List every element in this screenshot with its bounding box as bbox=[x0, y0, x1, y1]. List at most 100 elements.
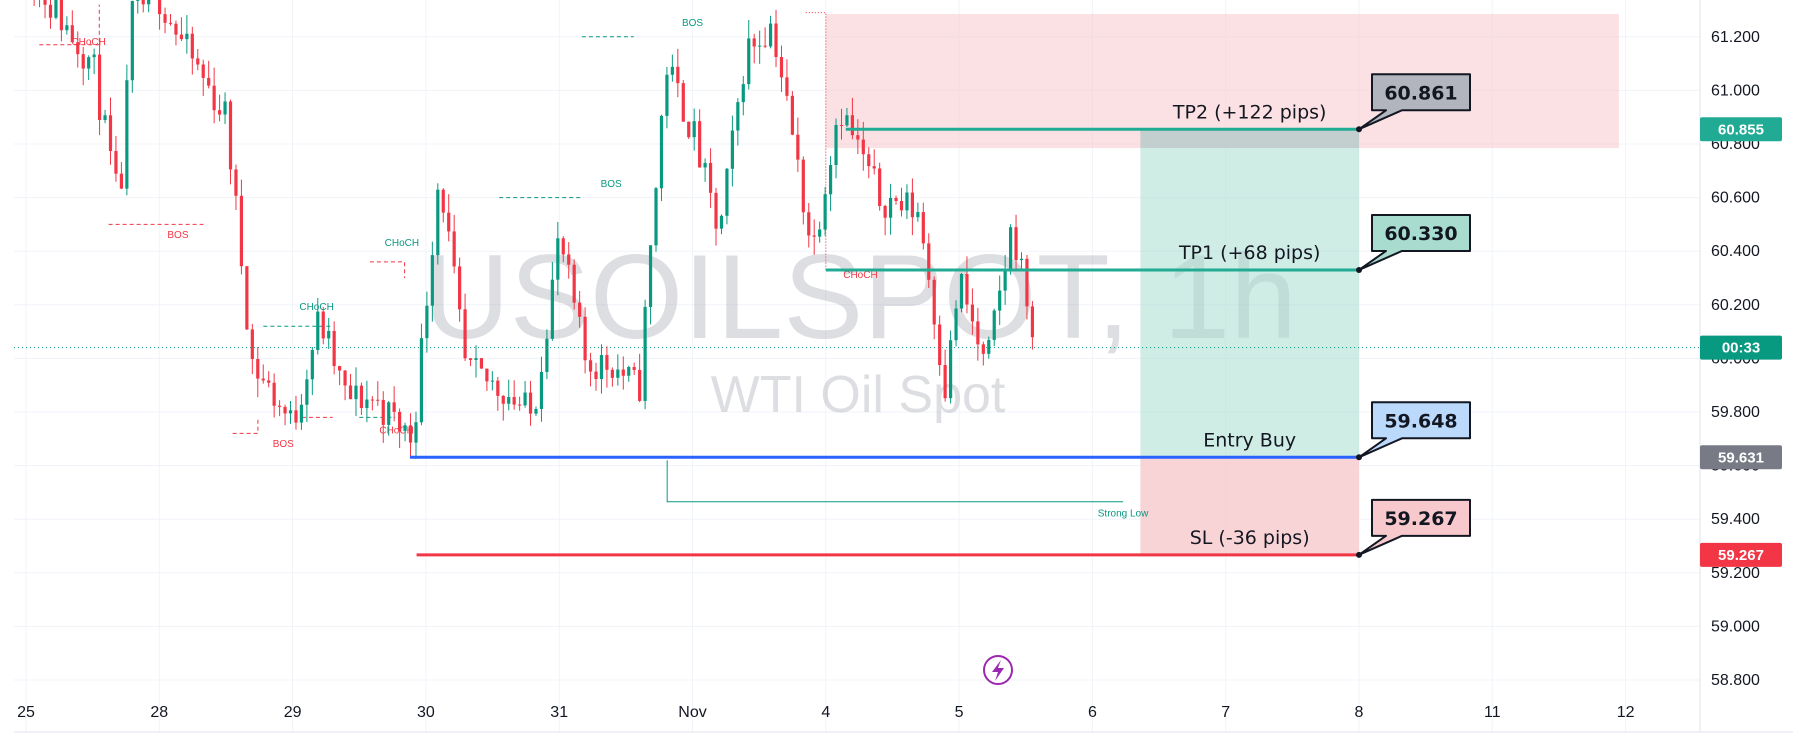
candle-body bbox=[981, 344, 985, 354]
strong-low-line bbox=[666, 460, 1124, 503]
candle-body bbox=[408, 425, 413, 443]
candle-body bbox=[387, 402, 391, 425]
candle-body bbox=[103, 115, 107, 120]
candle-body bbox=[447, 212, 451, 232]
time-axis[interactable]: 25 28 29 30 31 Nov 4 5 6 7 8 11 12 bbox=[14, 704, 1793, 733]
candle-body bbox=[474, 358, 478, 360]
candle-body bbox=[141, 0, 145, 5]
candle-body bbox=[992, 310, 996, 340]
price-tag bbox=[1700, 542, 1782, 567]
structure-line bbox=[232, 417, 259, 434]
candle-body bbox=[867, 154, 871, 167]
candle-body bbox=[512, 397, 516, 405]
entry-label: Entry Buy bbox=[1203, 429, 1296, 451]
candle-body bbox=[736, 102, 740, 131]
price-tick-label: 60.400 bbox=[1711, 243, 1760, 260]
position-zones bbox=[14, 14, 1700, 555]
candle-body bbox=[398, 411, 402, 431]
candle-body bbox=[916, 212, 920, 218]
candle-body bbox=[179, 34, 184, 40]
candle-body bbox=[174, 23, 178, 35]
lightning-icon[interactable] bbox=[992, 660, 1004, 681]
time-tick-label: 30 bbox=[417, 704, 435, 721]
candle-body bbox=[48, 4, 53, 18]
candle-body bbox=[528, 392, 533, 414]
candle-body bbox=[245, 266, 249, 330]
price-tag bbox=[1700, 117, 1782, 142]
candle-body bbox=[523, 392, 527, 406]
trade-levels[interactable]: TP2 (+122 pips) 60.861 TP1 (+68 pips) 60.33… bbox=[409, 73, 1471, 558]
candle-body bbox=[87, 57, 91, 69]
candle-body bbox=[954, 308, 958, 341]
candle-body bbox=[856, 135, 860, 140]
candle-body bbox=[212, 85, 216, 111]
price-tick-label: 59.800 bbox=[1711, 404, 1760, 421]
candle-body bbox=[370, 399, 374, 401]
price-tag bbox=[1700, 335, 1782, 360]
candle-body bbox=[818, 229, 822, 237]
candle-body bbox=[441, 189, 445, 213]
candle-body bbox=[583, 316, 587, 361]
candle-body bbox=[305, 379, 309, 405]
tp2-callout[interactable] bbox=[1358, 73, 1471, 131]
candle-body bbox=[730, 130, 734, 169]
tp1-callout[interactable] bbox=[1358, 213, 1471, 271]
candle-body bbox=[332, 330, 336, 367]
candle-body bbox=[768, 23, 773, 47]
candle-body bbox=[348, 385, 353, 400]
candle-body bbox=[425, 305, 429, 339]
loss-zone bbox=[1140, 457, 1359, 555]
candle-body bbox=[54, 0, 58, 18]
candle-body bbox=[714, 192, 718, 229]
candle-body bbox=[338, 366, 342, 371]
candle-body bbox=[790, 95, 794, 135]
candle-body bbox=[719, 215, 724, 229]
candle-body bbox=[905, 192, 909, 211]
profit-zone bbox=[1140, 129, 1359, 458]
candle-body bbox=[168, 22, 173, 24]
candle-body bbox=[256, 358, 260, 379]
price-axis[interactable]: 58.80059.00059.20059.40059.60059.80060.0… bbox=[1699, 0, 1760, 732]
lightning-icon[interactable] bbox=[983, 655, 1013, 685]
time-tick-label: 8 bbox=[1355, 704, 1364, 721]
candle-body bbox=[1014, 227, 1018, 261]
tp2-label: TP2 (+122 pips) bbox=[1172, 101, 1327, 123]
candle-body bbox=[539, 371, 544, 409]
candle-body bbox=[310, 350, 314, 380]
price-tick-label: 59.400 bbox=[1711, 511, 1760, 528]
candle-body bbox=[321, 311, 325, 339]
candle-body bbox=[976, 321, 980, 345]
candle-body bbox=[828, 165, 833, 195]
candle-body bbox=[114, 151, 118, 174]
candle-body bbox=[294, 410, 298, 423]
tp2-callout-price: 60.861 bbox=[1384, 82, 1457, 104]
candle-body bbox=[490, 380, 494, 382]
candle-body bbox=[927, 243, 931, 280]
time-tick-label: 6 bbox=[1088, 704, 1097, 721]
candle-body bbox=[496, 380, 500, 396]
sl-callout-price: 59.267 bbox=[1384, 508, 1457, 530]
time-tick-label: 28 bbox=[150, 704, 168, 721]
smc-label: CHoCH bbox=[71, 37, 105, 48]
candle-body bbox=[747, 38, 751, 85]
candle-body bbox=[621, 369, 625, 376]
candle-body bbox=[959, 273, 964, 309]
candle-body bbox=[845, 115, 849, 126]
candle-body bbox=[665, 74, 669, 116]
price-tick-label: 59.000 bbox=[1711, 618, 1760, 635]
time-tick-label: 5 bbox=[955, 704, 964, 721]
price-tick-label: 59.200 bbox=[1711, 565, 1760, 582]
entry-callout[interactable] bbox=[1358, 401, 1471, 459]
sl-callout[interactable] bbox=[1358, 498, 1471, 556]
candle-body bbox=[507, 397, 511, 404]
candle-body bbox=[872, 166, 876, 169]
candle-body bbox=[92, 54, 96, 58]
candle-body bbox=[965, 273, 969, 305]
candle-body bbox=[501, 395, 505, 404]
candle-body bbox=[479, 358, 484, 369]
candle-body bbox=[97, 54, 102, 120]
candle-body bbox=[839, 125, 844, 127]
candle-body bbox=[545, 338, 549, 372]
candle-body bbox=[354, 385, 358, 400]
